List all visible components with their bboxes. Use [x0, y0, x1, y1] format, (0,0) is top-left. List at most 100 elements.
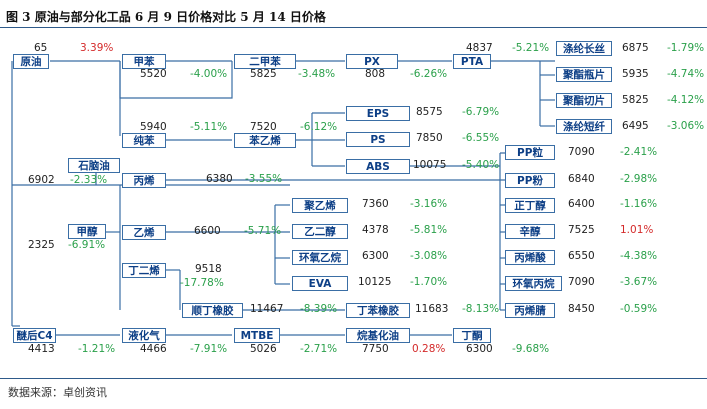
- ps-price: 7850: [416, 132, 443, 144]
- node-acrylonitrile: 丙烯腈: [505, 303, 555, 318]
- toluene-change: -4.00%: [190, 68, 228, 80]
- pta-price: 4837: [466, 42, 493, 54]
- pp-powder-change: -2.98%: [620, 173, 658, 185]
- ethylene-change: -5.71%: [244, 225, 282, 237]
- naphtha-change: -2.33%: [70, 174, 108, 186]
- node-meg: 乙二醇: [292, 224, 348, 239]
- n-butanol-price: 6400: [568, 198, 595, 210]
- eva-change: -1.70%: [410, 276, 448, 288]
- n-butanol-change: -1.16%: [620, 198, 658, 210]
- butanone-price: 6300: [466, 343, 493, 355]
- toluene-price: 5520: [140, 68, 167, 80]
- po-price: 7090: [568, 276, 595, 288]
- node-pure-benzene: 纯苯: [122, 133, 166, 148]
- ps-change: -6.55%: [462, 132, 500, 144]
- eps-price: 8575: [416, 106, 443, 118]
- node-psf: 涤纶短纤: [556, 119, 612, 134]
- psf-change: -3.06%: [667, 120, 705, 132]
- lpg-price: 4466: [140, 343, 167, 355]
- node-abs: ABS: [346, 159, 410, 174]
- pfy-change: -1.79%: [667, 42, 705, 54]
- c4-price: 4413: [28, 343, 55, 355]
- ethylene-price: 6600: [194, 225, 221, 237]
- eps-change: -6.79%: [462, 106, 500, 118]
- node-pe: 聚乙烯: [292, 198, 348, 213]
- pet-bottle-price: 5935: [622, 68, 649, 80]
- node-c4: 醚后C4: [13, 328, 56, 343]
- pure-benzene-price: 5940: [140, 121, 167, 133]
- br-rubber-change: -8.39%: [300, 303, 338, 315]
- node-styrene: 苯乙烯: [234, 133, 296, 148]
- butanone-change: -9.68%: [512, 343, 550, 355]
- xylene-price: 5825: [250, 68, 277, 80]
- naphtha-price: 6902: [28, 174, 55, 186]
- node-mtbe: MTBE: [234, 328, 280, 343]
- crude-oil-change: 3.39%: [80, 42, 114, 54]
- node-po: 环氧丙烷: [505, 276, 562, 291]
- mtbe-price: 5026: [250, 343, 277, 355]
- node-px: PX: [346, 54, 398, 69]
- node-n-butanol: 正丁醇: [505, 198, 555, 213]
- acrylic-acid-change: -4.38%: [620, 250, 658, 262]
- px-change: -6.26%: [410, 68, 448, 80]
- data-source: 数据来源：卓创资讯: [8, 386, 107, 399]
- octanol-change: 1.01%: [620, 224, 654, 236]
- node-eps: EPS: [346, 106, 410, 121]
- pet-chip-change: -4.12%: [667, 94, 705, 106]
- alkylate-price: 7750: [362, 343, 389, 355]
- butadiene-change: -17.78%: [180, 277, 224, 289]
- acrylonitrile-change: -0.59%: [620, 303, 658, 315]
- br-rubber-price: 11467: [250, 303, 284, 315]
- c4-change: -1.21%: [78, 343, 116, 355]
- bottom-rule: [0, 378, 707, 379]
- top-rule: [0, 27, 707, 28]
- node-ps: PS: [346, 132, 410, 147]
- pfy-price: 6875: [622, 42, 649, 54]
- abs-change: -5.40%: [462, 159, 500, 171]
- mtbe-change: -2.71%: [300, 343, 338, 355]
- sbr-price: 11683: [415, 303, 449, 315]
- figure-title: 图 3 原油与部分化工品 6 月 9 日价格对比 5 月 14 日价格: [6, 10, 326, 24]
- node-propylene: 丙烯: [122, 173, 166, 188]
- pp-pellet-change: -2.41%: [620, 146, 658, 158]
- lpg-change: -7.91%: [190, 343, 228, 355]
- node-alkylate: 烷基化油: [346, 328, 410, 343]
- node-pet-bottle: 聚酯瓶片: [556, 67, 612, 82]
- octanol-price: 7525: [568, 224, 595, 236]
- propylene-price: 6380: [206, 173, 233, 185]
- node-toluene: 甲苯: [122, 54, 166, 69]
- alkylate-change: 0.28%: [412, 343, 446, 355]
- butadiene-price: 9518: [195, 263, 222, 275]
- eo-change: -3.08%: [410, 250, 448, 262]
- eo-price: 6300: [362, 250, 389, 262]
- eva-price: 10125: [358, 276, 392, 288]
- pet-bottle-change: -4.74%: [667, 68, 705, 80]
- node-br-rubber: 顺丁橡胶: [182, 303, 243, 318]
- styrene-change: -6.12%: [300, 121, 338, 133]
- xylene-change: -3.48%: [298, 68, 336, 80]
- node-pta: PTA: [453, 54, 491, 69]
- node-eva: EVA: [292, 276, 348, 291]
- propylene-change: -3.55%: [245, 173, 283, 185]
- node-ethylene: 乙烯: [122, 225, 166, 240]
- po-change: -3.67%: [620, 276, 658, 288]
- px-price: 808: [365, 68, 386, 80]
- methanol-change: -6.91%: [68, 239, 106, 251]
- pe-change: -3.16%: [410, 198, 448, 210]
- node-pp-powder: PP粉: [505, 173, 555, 188]
- node-butadiene: 丁二烯: [122, 263, 166, 278]
- styrene-price: 7520: [250, 121, 277, 133]
- methanol-price: 2325: [28, 239, 55, 251]
- node-xylene: 二甲苯: [234, 54, 296, 69]
- acrylonitrile-price: 8450: [568, 303, 595, 315]
- node-pp-pellet: PP粒: [505, 145, 555, 160]
- node-naphtha: 石脑油: [68, 158, 120, 173]
- node-pfy: 涤纶长丝: [556, 41, 612, 56]
- pta-change: -5.21%: [512, 42, 550, 54]
- node-octanol: 辛醇: [505, 224, 555, 239]
- node-eo: 环氧乙烷: [292, 250, 348, 265]
- meg-price: 4378: [362, 224, 389, 236]
- pp-powder-price: 6840: [568, 173, 595, 185]
- node-pet-chip: 聚酯切片: [556, 93, 612, 108]
- sbr-change: -8.13%: [462, 303, 500, 315]
